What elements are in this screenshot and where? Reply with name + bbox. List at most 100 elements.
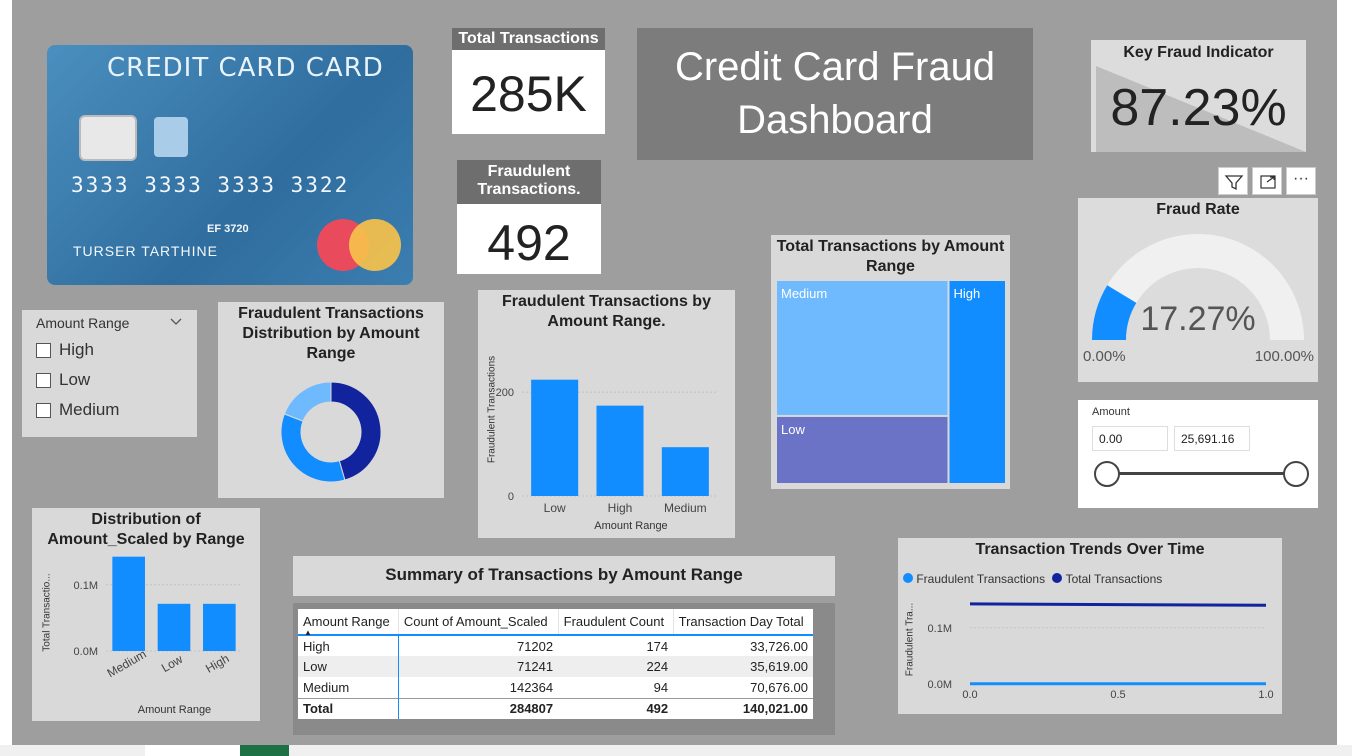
trend-chart-title: Transaction Trends Over Time (975, 541, 1205, 558)
range-option-label: Medium (59, 400, 120, 419)
card-expiry-text: EF 3720 (207, 223, 249, 235)
card-number-text: 3333 3333 3333 3322 (71, 173, 350, 197)
focus-mode-icon[interactable] (1252, 167, 1282, 195)
x-tick-label: High (203, 651, 231, 675)
checkbox[interactable] (36, 373, 51, 389)
y-tick-label: 0.1M (74, 580, 98, 592)
table-header-row: Amount Range ▲ Count of Amount_Scaled Fra… (298, 609, 813, 637)
dist-scaled-xlabel: Amount Range (137, 704, 212, 716)
donut-chart-card[interactable]: Fraudulent Transactions Distribution by … (218, 302, 444, 498)
amount-slicer[interactable]: Amount 0.00 25,691.16 (1078, 400, 1318, 508)
summary-table-card[interactable]: Amount Range ▲ Count of Amount_Scaled Fra… (293, 603, 835, 735)
series-line-total-transactions (969, 602, 1267, 607)
key-fraud-indicator[interactable]: Key Fraud Indicator 87.23% (1091, 40, 1306, 152)
amount-slicer-label: Amount (1092, 406, 1130, 418)
treemap-title: Total Transactions by Amount Range (776, 238, 1005, 275)
bar-medium (112, 556, 145, 651)
fraud-bar-xlabel: Amount Range (594, 520, 668, 532)
gauge-min-label: 0.00% (1083, 348, 1126, 365)
table-row[interactable]: Low 71241 224 35,619.00 (298, 656, 813, 677)
kpi-total-value: 285K (452, 50, 605, 134)
card-brand-text: CREDIT CARD CARD (107, 53, 384, 83)
trend-chart-card[interactable]: Transaction Trends Over Time Fraudulent … (898, 538, 1282, 714)
header-label: Count of Amount_Scaled (403, 614, 548, 629)
kpi-total-transactions[interactable]: Total Transactions 285K (452, 28, 605, 136)
table-row[interactable]: High 71202 174 33,726.00 (298, 635, 813, 656)
y-tick-label: 0.1M (928, 623, 952, 635)
amount-min-input[interactable]: 0.00 (1092, 426, 1168, 451)
checkbox[interactable] (36, 343, 51, 359)
indicator-wedge (1096, 66, 1306, 152)
visual-header-toolbar: ··· (1218, 167, 1318, 195)
header-day-total[interactable]: Transaction Day Total (673, 609, 813, 635)
amount-max-input[interactable]: 25,691.16 (1174, 426, 1250, 451)
treemap-tile-high (949, 281, 1005, 483)
gauge-value-arc (1092, 285, 1137, 340)
fraud-bar-chart-title: Fraudulent Transactions by Amount Range. (502, 293, 711, 330)
legend-dot-fraud (903, 573, 913, 583)
range-option-low[interactable]: Low (36, 370, 90, 390)
trend-line-chart: 0.0M 0.1M 0.0 0.5 1.0 (928, 602, 1274, 701)
treemap-card[interactable]: Total Transactions by Amount Range Mediu… (771, 235, 1010, 489)
x-tick-label: 0.5 (1110, 689, 1125, 701)
cell-total-label: Total (298, 698, 399, 719)
fraud-bar-ylabel: Fraudulent Transactions (486, 355, 498, 464)
y-tick-label: 200 (496, 387, 514, 399)
kpi-fraud-value: 492 (457, 204, 601, 274)
y-tick-label: 0.0M (74, 646, 98, 658)
header-fraud-count[interactable]: Fraudulent Count (558, 609, 674, 635)
range-option-high[interactable]: High (36, 340, 94, 360)
dist-scaled-chart-card[interactable]: Distribution of Amount_Scaled by Range 0… (32, 508, 260, 721)
chevron-down-icon[interactable] (170, 318, 182, 326)
amount-slider-min-handle[interactable] (1094, 461, 1120, 487)
summary-title: Summary of Transactions by Amount Range (385, 565, 743, 584)
cell-range: Medium (298, 677, 399, 698)
dashboard-title: Credit Card Fraud Dashboard (674, 45, 996, 142)
treemap-label: Low (781, 422, 805, 437)
table-row[interactable]: Medium 142364 94 70,676.00 (298, 677, 813, 698)
excel-taskbar-icon[interactable] (240, 745, 289, 756)
range-option-medium[interactable]: Medium (36, 400, 119, 420)
bar-high (203, 603, 236, 651)
amount-slider-max-handle[interactable] (1283, 461, 1309, 487)
treemap-tile-low (777, 416, 948, 483)
donut-slice-high (280, 413, 346, 483)
dashboard-title-box: Credit Card Fraud Dashboard (637, 28, 1033, 160)
sort-ascending-icon: ▲ (304, 628, 312, 637)
y-tick-label: 0.0M (928, 679, 952, 691)
fraud-bar-chart-card[interactable]: Fraudulent Transactions by Amount Range.… (478, 290, 735, 538)
filter-icon[interactable] (1218, 167, 1248, 195)
header-count[interactable]: Count of Amount_Scaled (398, 609, 559, 635)
bar-high (596, 405, 644, 496)
cell-range: High (298, 635, 399, 656)
header-label: Amount Range (303, 614, 390, 629)
filter-glyph (1224, 175, 1244, 191)
credit-card-image: CREDIT CARD CARD 3333 3333 3333 3322 EF … (47, 45, 413, 285)
trend-ylabel: Fraudulent Tra... (904, 602, 916, 677)
mastercard-logo (317, 219, 407, 271)
kpi-fraud-transactions[interactable]: Fraudulent Transactions. 492 (457, 160, 601, 275)
cell-total: 33,726.00 (750, 638, 808, 654)
more-options-icon[interactable]: ··· (1286, 167, 1316, 195)
cell-total: 35,619.00 (750, 659, 808, 674)
amount-range-slicer[interactable]: Amount Range High Low Medium (22, 310, 197, 437)
range-option-label: Low (59, 370, 91, 389)
gauge-chart (1092, 234, 1304, 340)
treemap-chart: Medium Low High (777, 281, 1005, 483)
legend-label-total: Total Transactions (1065, 572, 1163, 586)
taskbar-tab[interactable] (145, 745, 240, 756)
donut-chart (280, 381, 382, 483)
dist-scaled-chart: 0.0M 0.1M Medium Low High (74, 556, 242, 680)
chip-icon (79, 115, 137, 161)
cell-count: 71241 (516, 659, 554, 674)
dist-scaled-title: Distribution of Amount_Scaled by Range (47, 511, 245, 548)
indicator-shape (1096, 66, 1306, 152)
cell-fraud: 174 (646, 638, 669, 654)
card-holder-text: TURSER TARTHINE (73, 243, 218, 259)
focus-glyph (1260, 175, 1276, 189)
trend-legend: Fraudulent Transactions Total Transactio… (903, 572, 1162, 586)
checkbox[interactable] (36, 403, 51, 419)
fraud-rate-gauge[interactable]: Fraud Rate 17.27% 0.00% 100.00% (1078, 198, 1318, 382)
header-amount-range[interactable]: Amount Range ▲ (298, 609, 399, 637)
gauge-track (1092, 234, 1304, 340)
